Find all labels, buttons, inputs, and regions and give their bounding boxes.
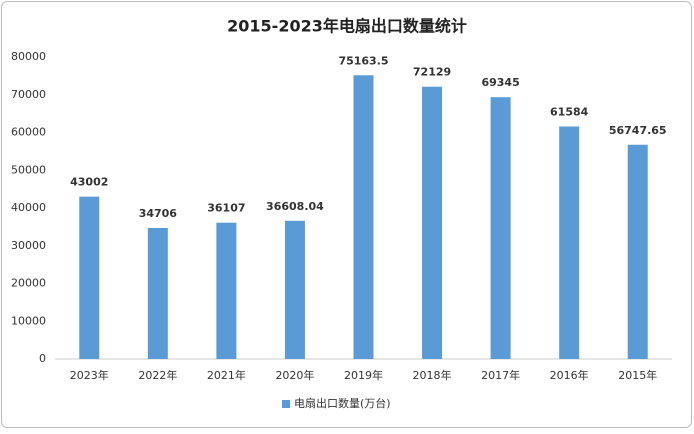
x-tick-label: 2022年 [138, 368, 177, 382]
y-tick-label: 20000 [11, 277, 46, 290]
chart-border [1, 1, 692, 428]
y-tick-label: 0 [39, 352, 46, 365]
bar [559, 126, 580, 359]
value-label: 75163.5 [338, 54, 388, 67]
bar [422, 86, 443, 360]
x-tick-label: 2017年 [481, 368, 520, 382]
bar [284, 220, 305, 359]
x-tick-label: 2016年 [550, 368, 589, 382]
legend-swatch [282, 400, 290, 408]
y-tick-label: 70000 [11, 88, 46, 101]
value-label: 61584 [550, 106, 589, 119]
y-tick-label: 30000 [11, 239, 46, 252]
value-label: 69345 [481, 76, 519, 89]
x-tick-label: 2021年 [207, 368, 246, 382]
value-label: 43002 [70, 176, 108, 189]
bar [147, 227, 168, 359]
chart-title: 2015-2023年电扇出口数量统计 [227, 17, 467, 36]
value-label: 36107 [207, 202, 245, 215]
value-label: 72129 [413, 66, 451, 79]
x-tick-label: 2015年 [618, 368, 657, 382]
bar [353, 75, 374, 360]
legend-label: 电扇出口数量(万台) [294, 396, 391, 410]
y-tick-label: 50000 [11, 163, 46, 176]
bar [490, 97, 511, 359]
value-label: 56747.65 [609, 124, 667, 137]
bar [79, 196, 100, 359]
value-label: 36608.04 [266, 200, 324, 213]
bar [216, 222, 237, 359]
y-tick-label: 10000 [11, 314, 46, 327]
x-tick-label: 2020年 [275, 368, 314, 382]
y-tick-label: 60000 [11, 126, 46, 139]
bar [627, 144, 648, 359]
x-tick-label: 2018年 [413, 368, 452, 382]
x-tick-label: 2023年 [70, 368, 109, 382]
y-tick-label: 40000 [11, 201, 46, 214]
x-tick-label: 2019年 [344, 368, 383, 382]
value-label: 34706 [139, 207, 178, 220]
y-tick-label: 80000 [11, 50, 46, 63]
